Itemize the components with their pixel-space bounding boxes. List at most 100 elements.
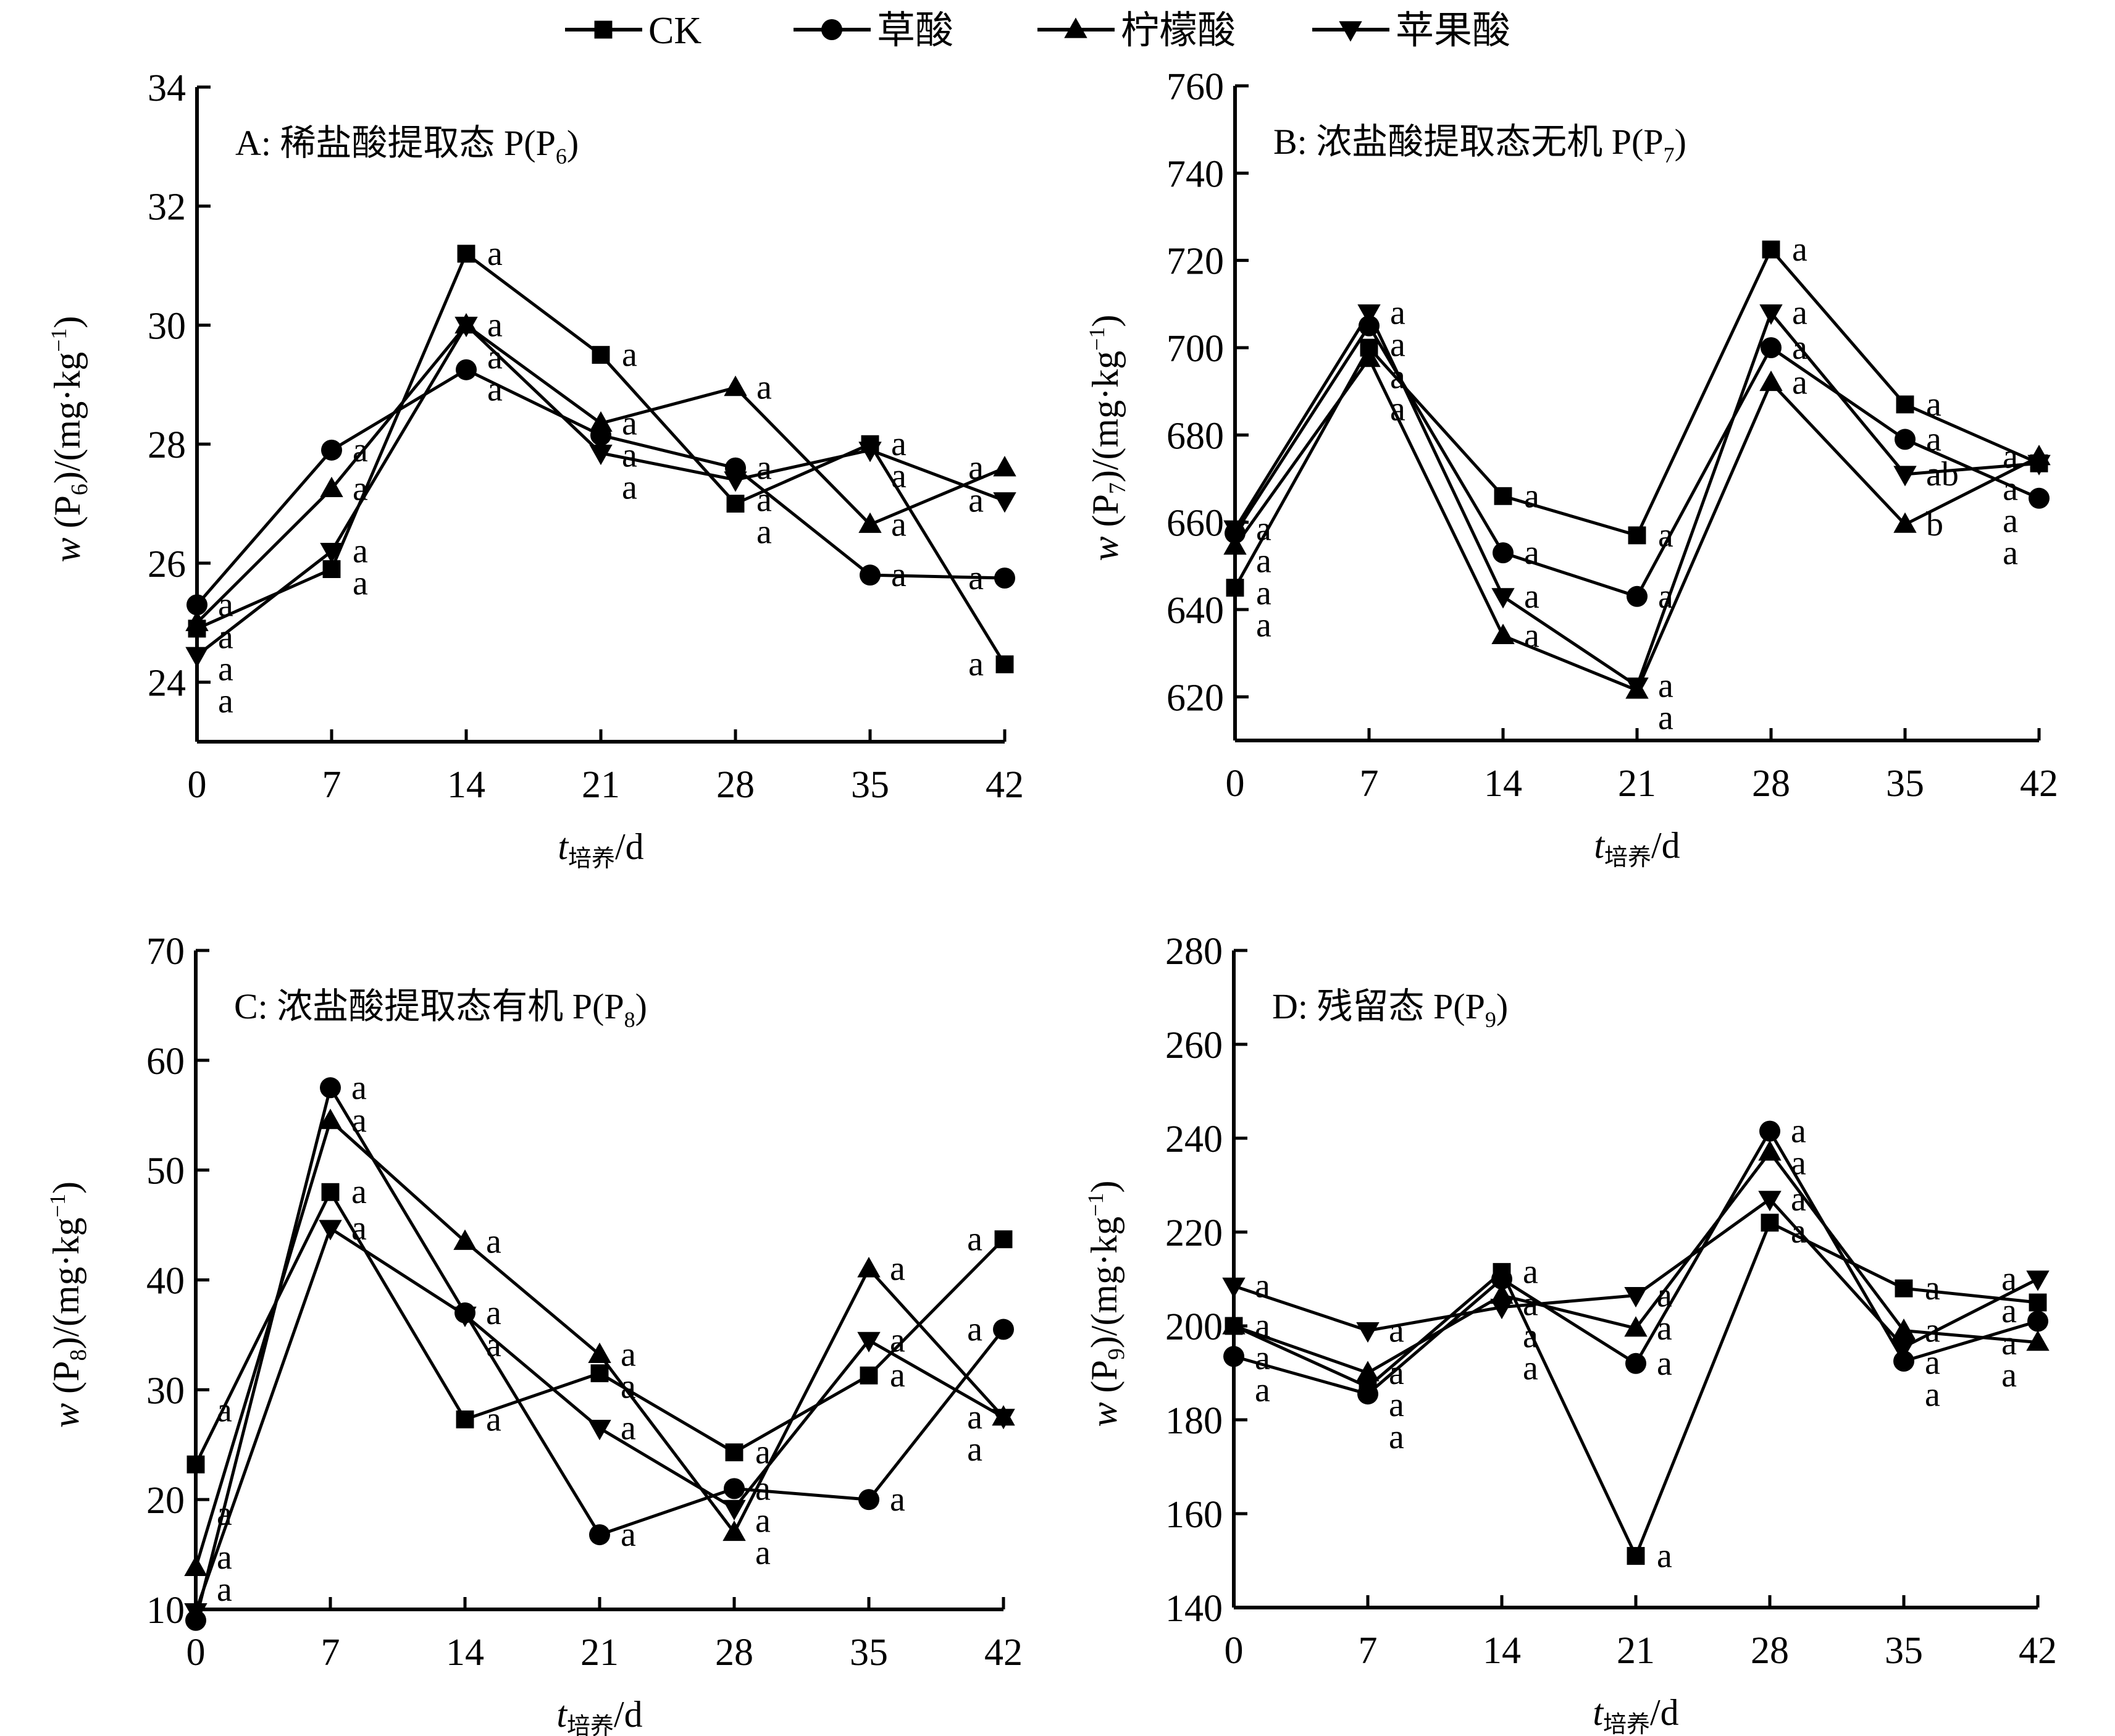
- data-point-triangle-down-icon: [319, 1220, 342, 1241]
- series-2: [185, 312, 1016, 631]
- data-point-triangle-up-icon: [1759, 370, 1783, 392]
- significance-label: a: [1657, 1537, 1672, 1575]
- significance-label: a: [1389, 1386, 1404, 1424]
- data-point-triangle-down-icon: [589, 445, 613, 466]
- data-point-circle-icon: [1357, 1383, 1378, 1405]
- significance-label: a: [2003, 502, 2018, 540]
- significance-label: a: [486, 1222, 501, 1260]
- data-point-triangle-up-icon: [1758, 1140, 1782, 1161]
- series-line: [196, 322, 1005, 657]
- y-axis-label: w (P8)/(mg·kg−1): [45, 1181, 91, 1428]
- significance-label: a: [1390, 293, 1405, 332]
- data-point-triangle-up-icon: [1491, 623, 1515, 644]
- significance-label: a: [1523, 1349, 1538, 1388]
- significance-label: a: [1255, 1307, 1270, 1345]
- significance-label: a: [351, 1173, 367, 1211]
- y-tick-label: 220: [1165, 1212, 1223, 1254]
- y-axis-label-sub: 8: [65, 1349, 91, 1361]
- significance-label: a: [621, 1367, 636, 1406]
- y-tick-label: 26: [148, 543, 186, 585]
- data-point-triangle-down-icon: [184, 1603, 207, 1624]
- significance-label: a: [351, 1209, 367, 1247]
- x-tick-label: 21: [1618, 763, 1656, 805]
- significance-label: a: [890, 1356, 905, 1394]
- data-point-square-icon: [592, 346, 610, 364]
- x-tick-label: 28: [1752, 763, 1790, 805]
- y-axis-label-sub: 7: [1105, 482, 1131, 494]
- y-tick-label: 10: [146, 1590, 185, 1632]
- series-3: [1223, 304, 2051, 698]
- y-axis-label-close: ): [1084, 1181, 1125, 1193]
- significance-label: a: [622, 404, 637, 442]
- series-0: [186, 1183, 1013, 1474]
- significance-label: a: [891, 457, 907, 495]
- data-point-square-icon: [725, 1443, 743, 1462]
- data-point-square-icon: [186, 1455, 205, 1474]
- y-tick-label: 70: [146, 931, 185, 973]
- data-point-circle-icon: [1759, 1120, 1780, 1142]
- data-point-triangle-down-icon: [1759, 304, 1783, 325]
- significance-label: a: [1791, 1212, 1806, 1251]
- y-tick-label: 24: [148, 663, 186, 705]
- data-point-square-icon: [994, 1230, 1013, 1249]
- significance-label: a: [968, 645, 984, 684]
- significance-label: a: [622, 468, 637, 506]
- legend-marker-triangle-down-icon: [1339, 21, 1362, 42]
- significance-label: a: [1256, 574, 1271, 612]
- data-point-triangle-down-icon: [1356, 1322, 1380, 1343]
- data-point-square-icon: [321, 1183, 340, 1201]
- data-point-triangle-down-icon: [722, 1499, 746, 1520]
- data-point-triangle-down-icon: [2027, 455, 2051, 476]
- series-3: [184, 1220, 1015, 1624]
- x-axis-label-var: t: [1593, 1692, 1604, 1733]
- significance-label: a: [1256, 509, 1271, 548]
- x-tick-label: 35: [1885, 1630, 1923, 1672]
- significance-label: a: [1657, 1309, 1672, 1348]
- data-point-circle-icon: [994, 568, 1015, 589]
- data-point-square-icon: [1762, 240, 1780, 259]
- panel-title-main: B: 浓盐酸提取态无机 P(P: [1273, 122, 1664, 162]
- significance-label: a: [1255, 1371, 1270, 1409]
- x-axis-label-unit: /d: [614, 1694, 643, 1735]
- data-point-circle-icon: [1893, 1351, 1914, 1372]
- significance-label: a: [890, 1321, 905, 1359]
- significance-label: a: [967, 1220, 982, 1259]
- y-tick-label: 60: [146, 1041, 185, 1083]
- data-point-circle-icon: [1493, 542, 1514, 564]
- significance-label: a: [1926, 420, 1941, 458]
- series-line: [196, 323, 1005, 624]
- y-axis-label-main: (P: [47, 495, 88, 537]
- y-tick-label: 660: [1166, 503, 1224, 545]
- significance-label: a: [218, 618, 233, 656]
- significance-label: a: [1255, 1339, 1270, 1377]
- significance-label: a: [1792, 293, 1807, 332]
- y-tick-label: 280: [1165, 931, 1223, 973]
- data-point-triangle-down-icon: [992, 1409, 1015, 1430]
- y-tick-label: 180: [1165, 1400, 1223, 1442]
- panel-C: 10 20 30 40 50 60 70 0 7 14 21 28 35 42 C: 浓盐酸提取态有机 P(…: [45, 931, 1023, 1736]
- x-tick-label: 7: [322, 764, 341, 806]
- y-tick-label: 640: [1166, 590, 1224, 632]
- significance-label: a: [351, 1068, 367, 1107]
- y-axis-label: w (P6)/(mg·kg−1): [46, 316, 93, 563]
- significance-label: a: [621, 1409, 636, 1448]
- data-point-square-icon: [590, 1364, 609, 1383]
- data-point-triangle-up-icon: [1893, 512, 1917, 533]
- x-axis-label: t培养/d: [558, 826, 643, 872]
- data-point-triangle-down-icon: [453, 1306, 477, 1327]
- y-axis-label-sup: −1: [46, 329, 71, 352]
- data-point-triangle-down-icon: [1625, 677, 1649, 698]
- y-axis-label-unit: )/(mg·kg: [46, 1217, 86, 1349]
- significance-label: a: [891, 425, 907, 463]
- y-axis-label-close: ): [46, 1181, 86, 1194]
- data-point-triangle-up-icon: [588, 1342, 611, 1364]
- y-axis-label-var: w: [47, 537, 88, 562]
- y-tick-label: 760: [1166, 66, 1224, 108]
- data-point-circle-icon: [858, 1489, 879, 1511]
- panel-title: C: 浓盐酸提取态有机 P(P8): [234, 986, 647, 1032]
- panel-title-sub: 7: [1664, 143, 1675, 167]
- y-axis-label-close: ): [47, 316, 88, 329]
- data-point-triangle-up-icon: [453, 1229, 477, 1250]
- data-point-triangle-down-icon: [1893, 466, 1917, 487]
- significance-label: a: [1792, 230, 1807, 269]
